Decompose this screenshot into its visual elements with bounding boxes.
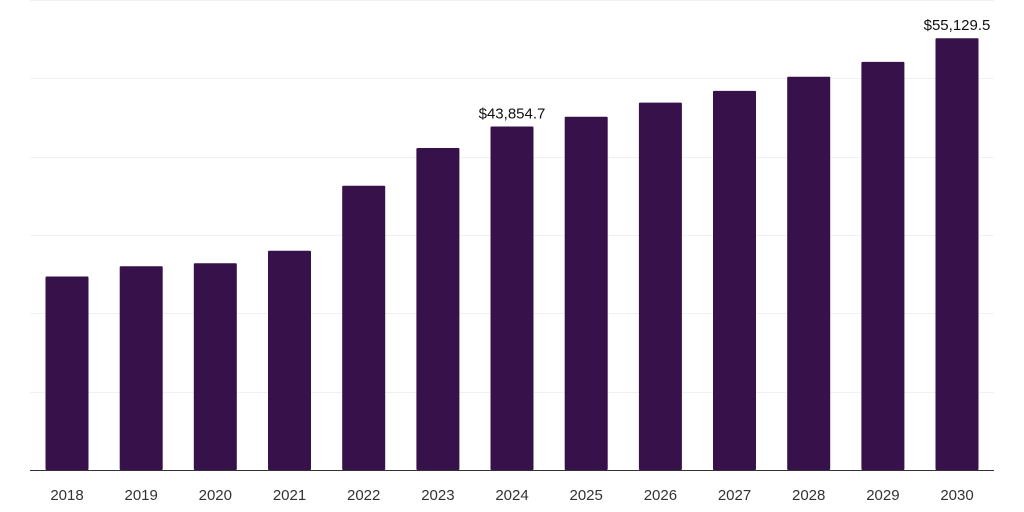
x-tick-label-2028: 2028 — [792, 487, 825, 504]
x-tick-label-2019: 2019 — [125, 487, 158, 504]
x-tick-label-2029: 2029 — [866, 487, 899, 504]
bar-2030 — [935, 38, 979, 470]
x-tick-label-2023: 2023 — [421, 487, 454, 504]
bar-2028 — [787, 76, 831, 471]
x-tick-label-2024: 2024 — [495, 487, 528, 504]
bar-2026 — [638, 102, 682, 470]
bar-2027 — [713, 90, 756, 471]
x-tick-label-2030: 2030 — [940, 487, 973, 504]
x-tick-label-2022: 2022 — [347, 487, 380, 504]
data-label-2030: $55,129.5 — [924, 17, 991, 34]
bar-2024 — [490, 126, 534, 470]
x-tick-label-2020: 2020 — [199, 487, 232, 504]
x-axis-tick-labels: 2018 2019 2020 2021 2022 2023 2024 2025 2026 2027… — [50, 487, 973, 504]
bar-2019 — [119, 266, 163, 470]
bar-2018 — [45, 276, 89, 470]
x-tick-label-2018: 2018 — [50, 487, 83, 504]
x-tick-label-2026: 2026 — [644, 487, 677, 504]
data-label-2024: $43,854.7 — [479, 106, 546, 123]
bars — [45, 38, 979, 471]
bar-2029 — [861, 61, 905, 471]
bar-2022 — [342, 185, 386, 470]
bar-2025 — [564, 116, 608, 470]
bar-2020 — [193, 263, 237, 470]
x-tick-label-2021: 2021 — [273, 487, 306, 504]
bar-2023 — [416, 148, 460, 470]
x-tick-label-2025: 2025 — [570, 487, 603, 504]
data-labels: $43,854.7 $55,129.5 — [479, 17, 991, 122]
bar-2021 — [268, 250, 311, 470]
x-tick-label-2027: 2027 — [718, 487, 751, 504]
